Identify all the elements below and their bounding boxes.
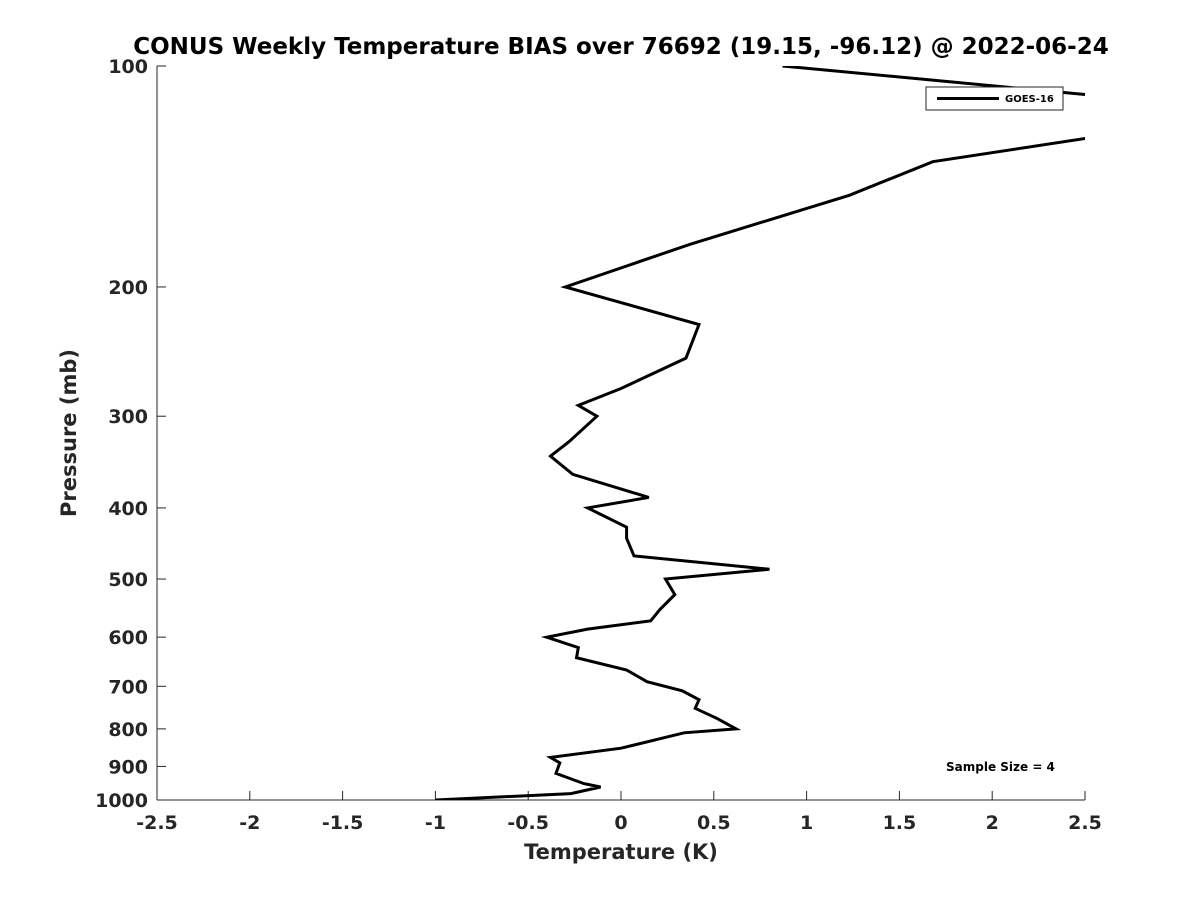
x-tick-label: 2.5 (1068, 812, 1102, 834)
chart-title: CONUS Weekly Temperature BIAS over 76692… (133, 34, 1108, 60)
legend-label-goes16: GOES-16 (1005, 94, 1054, 105)
x-tick-label: 1 (800, 812, 813, 834)
y-tick-label: 900 (108, 756, 148, 778)
y-tick-label: 600 (108, 627, 148, 649)
y-tick-label: 700 (108, 676, 148, 698)
x-tick-label: -2.5 (136, 812, 178, 834)
plot-axes (156, 66, 1085, 801)
y-tick-label: 100 (108, 56, 148, 78)
y-tick-label: 1000 (95, 790, 148, 812)
x-tick-label: -2 (239, 812, 260, 834)
y-tick-label: 300 (108, 406, 148, 428)
y-tick-label: 400 (108, 498, 148, 520)
y-axis-label: Pressure (mb) (57, 349, 81, 517)
x-tick-label: -0.5 (507, 812, 549, 834)
x-ticks: -2.5 -2 -1.5 -1 -0.5 0 0.5 1 1.5 2 2.5 (136, 791, 1102, 834)
x-axis-label: Temperature (K) (524, 840, 718, 864)
plot-area (435, 66, 1085, 800)
x-tick-label: 0 (614, 812, 627, 834)
sample-size-annotation: Sample Size = 4 (946, 760, 1055, 774)
x-tick-label: -1 (425, 812, 446, 834)
x-tick-label: 0.5 (697, 812, 731, 834)
x-tick-label: 2 (986, 812, 999, 834)
y-tick-label: 200 (108, 277, 148, 299)
x-tick-label: -1.5 (322, 812, 364, 834)
y-ticks: 100 200 300 400 500 600 700 800 900 1000 (95, 56, 166, 812)
y-tick-label: 500 (108, 569, 148, 591)
series-line-goes16 (435, 66, 1085, 800)
y-tick-label: 800 (108, 719, 148, 741)
x-tick-label: 1.5 (883, 812, 917, 834)
legend: GOES-16 (925, 86, 1064, 111)
